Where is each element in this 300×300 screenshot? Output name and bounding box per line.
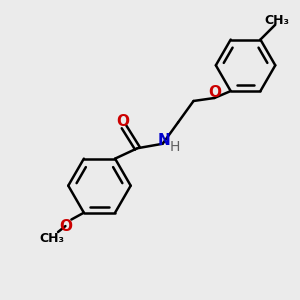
Text: CH₃: CH₃ (264, 14, 289, 27)
Text: O: O (59, 219, 72, 234)
Text: O: O (116, 114, 129, 129)
Text: N: N (158, 133, 170, 148)
Text: H: H (170, 140, 180, 154)
Text: CH₃: CH₃ (40, 232, 64, 245)
Text: O: O (209, 85, 222, 100)
